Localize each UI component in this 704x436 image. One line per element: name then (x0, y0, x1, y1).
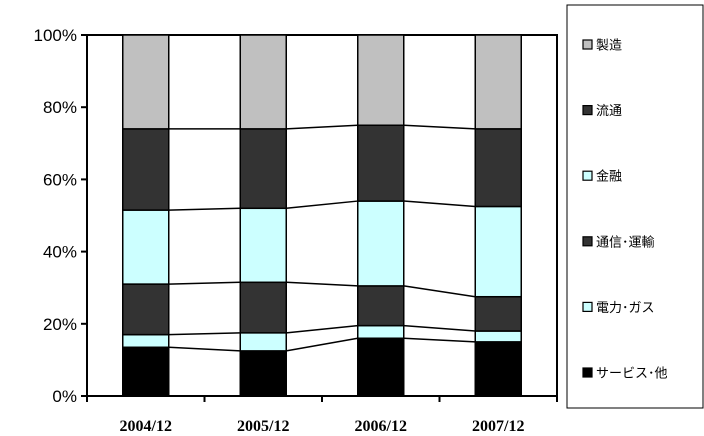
bar-segment (239, 350, 287, 397)
x-tick-label: 2004/12 (120, 418, 172, 435)
bar-segment (357, 285, 405, 327)
series-line (168, 207, 241, 211)
series-line (403, 337, 476, 343)
bar-segment (474, 341, 522, 397)
bar-segment (474, 330, 522, 343)
legend-swatch (582, 170, 593, 181)
legend-label: 製造 (596, 39, 622, 54)
series-line (403, 285, 476, 298)
bar-segment (474, 295, 522, 332)
legend-label: 電力･ガス (596, 301, 655, 316)
bar-segment (357, 34, 405, 126)
bar-segment (474, 34, 522, 130)
bar-segment (122, 333, 170, 349)
bar-segment (357, 324, 405, 339)
series-line (403, 124, 476, 130)
x-tick-label: 2006/12 (355, 418, 407, 435)
y-tick-label: 40% (43, 243, 77, 262)
series-line (286, 200, 358, 210)
bar-segment (357, 200, 405, 287)
y-tick-label: 20% (43, 315, 77, 334)
series-line (286, 337, 358, 352)
legend-swatch (582, 104, 593, 116)
y-tick-label: 80% (43, 98, 77, 117)
y-tick-label: 60% (43, 170, 77, 189)
legend-label: 金融 (596, 169, 622, 185)
legend-label: 通信･運輸 (596, 235, 655, 250)
bar-segment (239, 207, 287, 284)
y-tick-label: 100% (34, 26, 77, 45)
bar-segment (239, 332, 287, 352)
series-line (168, 332, 241, 336)
y-tick-label: 0% (52, 387, 77, 406)
legend-frame (566, 4, 704, 409)
series-line (403, 324, 476, 332)
legend-swatch (582, 236, 593, 247)
bar-segment (122, 209, 170, 285)
series-line (168, 281, 241, 285)
bar-segment (357, 337, 405, 397)
legend-swatch (582, 367, 593, 378)
bar-segment (122, 34, 170, 130)
bar-segment (474, 205, 522, 298)
x-tick-label: 2005/12 (237, 418, 289, 435)
legend-label: サービス･他 (596, 367, 668, 382)
bar-segment (122, 283, 170, 336)
series-line (286, 124, 358, 130)
bar-segment (239, 281, 287, 334)
bar-segment (239, 34, 287, 130)
legend-label: 流通 (596, 104, 622, 119)
series-line (286, 324, 358, 334)
bar-segment (474, 128, 522, 208)
legend-swatch (582, 301, 593, 312)
bar-segment (357, 124, 405, 202)
series-line (403, 200, 476, 208)
legend-swatch (582, 39, 593, 50)
bar-segment (239, 128, 287, 210)
series-line (286, 281, 358, 287)
plot-area: 0% 20% 40% 60% 80% 100% 2004/12 2005/12 2006/12 2… (34, 26, 558, 435)
x-tick-label: 2007/12 (472, 418, 524, 435)
bar-segment (122, 128, 170, 211)
series-line (168, 346, 241, 352)
bar-segment (122, 346, 170, 397)
